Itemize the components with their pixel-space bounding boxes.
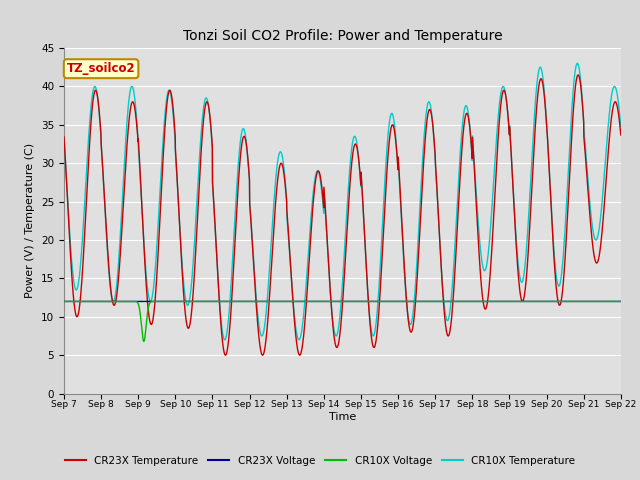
Title: Tonzi Soil CO2 Profile: Power and Temperature: Tonzi Soil CO2 Profile: Power and Temper… <box>182 29 502 43</box>
Legend: CR23X Temperature, CR23X Voltage, CR10X Voltage, CR10X Temperature: CR23X Temperature, CR23X Voltage, CR10X … <box>61 452 579 470</box>
X-axis label: Time: Time <box>329 412 356 421</box>
Y-axis label: Power (V) / Temperature (C): Power (V) / Temperature (C) <box>26 143 35 299</box>
Text: TZ_soilco2: TZ_soilco2 <box>67 62 136 75</box>
